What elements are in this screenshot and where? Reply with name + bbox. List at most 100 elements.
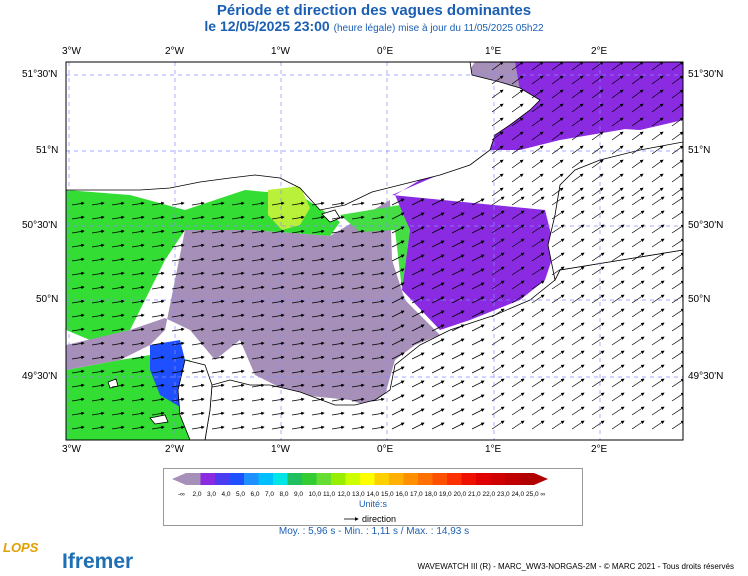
direction-arrow <box>591 308 605 318</box>
direction-arrow <box>551 308 565 318</box>
direction-arrow <box>431 352 445 360</box>
direction-arrow <box>231 397 245 402</box>
direction-arrow <box>391 366 405 374</box>
direction-arrow <box>671 280 683 290</box>
direction-arrow <box>571 210 585 220</box>
direction-arrow <box>671 294 683 304</box>
direction-arrow <box>631 420 645 430</box>
direction-arrow <box>131 229 145 234</box>
direction-arrow <box>411 408 425 416</box>
direction-arrow <box>491 173 504 183</box>
direction-arrow <box>531 196 545 206</box>
direction-arrow <box>631 103 644 113</box>
direction-arrow <box>611 322 625 332</box>
direction-arrow <box>451 282 465 290</box>
direction-arrow <box>511 224 525 234</box>
legend-swatch <box>476 473 491 485</box>
direction-arrow <box>371 257 385 262</box>
direction-arrow <box>231 341 245 346</box>
direction-arrow <box>551 89 564 99</box>
direction-arrow <box>71 355 85 360</box>
direction-arrow <box>551 187 564 197</box>
lon-label-top: 2°E <box>591 46 608 57</box>
direction-arrow <box>611 308 625 318</box>
direction-arrow <box>631 75 644 85</box>
direction-arrow <box>291 327 305 332</box>
direction-arrow <box>651 131 664 141</box>
legend-tick-label: 7,0 <box>265 491 274 498</box>
direction-arrow <box>251 299 265 304</box>
stats-line: Moy. : 5,96 s - Min. : 1,11 s / Max. : 1… <box>278 526 470 537</box>
direction-arrow <box>591 103 604 113</box>
direction-arrow <box>551 159 564 169</box>
direction-arrow <box>511 322 525 332</box>
lon-label-top: 2°W <box>165 46 184 57</box>
legend-tick-label: 19,0 <box>439 491 452 498</box>
direction-arrow <box>591 210 605 220</box>
direction-arrow <box>291 215 305 220</box>
direction-arrow <box>551 131 564 141</box>
direction-arrow <box>251 327 265 332</box>
direction-arrow <box>611 196 625 206</box>
direction-arrow <box>671 406 683 416</box>
direction-arrow <box>611 420 625 430</box>
direction-arrow <box>611 266 625 276</box>
direction-arrow <box>611 294 625 304</box>
direction-arrow <box>171 229 185 234</box>
region-violet-east <box>392 62 683 330</box>
direction-arrow <box>471 408 485 416</box>
direction-arrow <box>631 392 645 402</box>
direction-arrow <box>571 406 585 416</box>
direction-arrow <box>511 252 525 262</box>
direction-arrow <box>191 299 205 304</box>
direction-arrow <box>591 294 605 304</box>
direction-arrow <box>631 364 645 374</box>
direction-arrow <box>251 425 265 430</box>
direction-arrow <box>531 364 545 374</box>
direction-arrow <box>391 198 405 206</box>
direction-arrow <box>471 212 485 220</box>
direction-arrow <box>291 285 305 290</box>
direction-arrow <box>171 271 185 276</box>
direction-arrow <box>311 201 325 206</box>
direction-arrow <box>671 131 683 141</box>
direction-arrow <box>451 352 465 360</box>
direction-arrow <box>351 243 365 248</box>
direction-arrow <box>491 364 505 374</box>
direction-arrow <box>111 271 125 276</box>
direction-arrow <box>671 145 683 155</box>
direction-arrow <box>411 338 425 346</box>
direction-arrow <box>511 406 525 416</box>
direction-arrow <box>391 310 405 318</box>
direction-arrow <box>371 229 385 234</box>
direction-arrow <box>291 341 305 346</box>
direction-arrow <box>671 224 683 234</box>
direction-arrow <box>491 336 505 346</box>
direction-arrow <box>591 173 604 183</box>
direction-arrow <box>351 229 365 234</box>
direction-arrow <box>511 131 524 141</box>
graticule <box>66 62 683 440</box>
direction-arrow <box>531 187 544 197</box>
direction-arrow <box>651 322 665 332</box>
direction-arrow <box>491 187 504 197</box>
direction-arrow <box>151 341 165 346</box>
legend-swatch <box>331 473 346 485</box>
direction-arrow <box>551 145 564 155</box>
direction-arrow <box>551 336 565 346</box>
legend-swatch <box>505 473 520 485</box>
direction-arrow <box>111 383 125 388</box>
direction-arrow <box>311 369 325 374</box>
direction-arrow <box>191 411 205 416</box>
direction-arrow <box>551 224 565 234</box>
direction-arrow <box>531 62 544 71</box>
direction-arrow <box>251 257 265 262</box>
direction-arrow <box>471 394 485 402</box>
direction-arrow <box>671 252 683 262</box>
direction-arrow <box>631 145 644 155</box>
direction-arrow <box>531 322 545 332</box>
direction-arrow <box>591 224 605 234</box>
direction-arrow <box>111 215 125 220</box>
direction-arrow <box>331 397 345 402</box>
direction-arrow <box>91 411 105 416</box>
